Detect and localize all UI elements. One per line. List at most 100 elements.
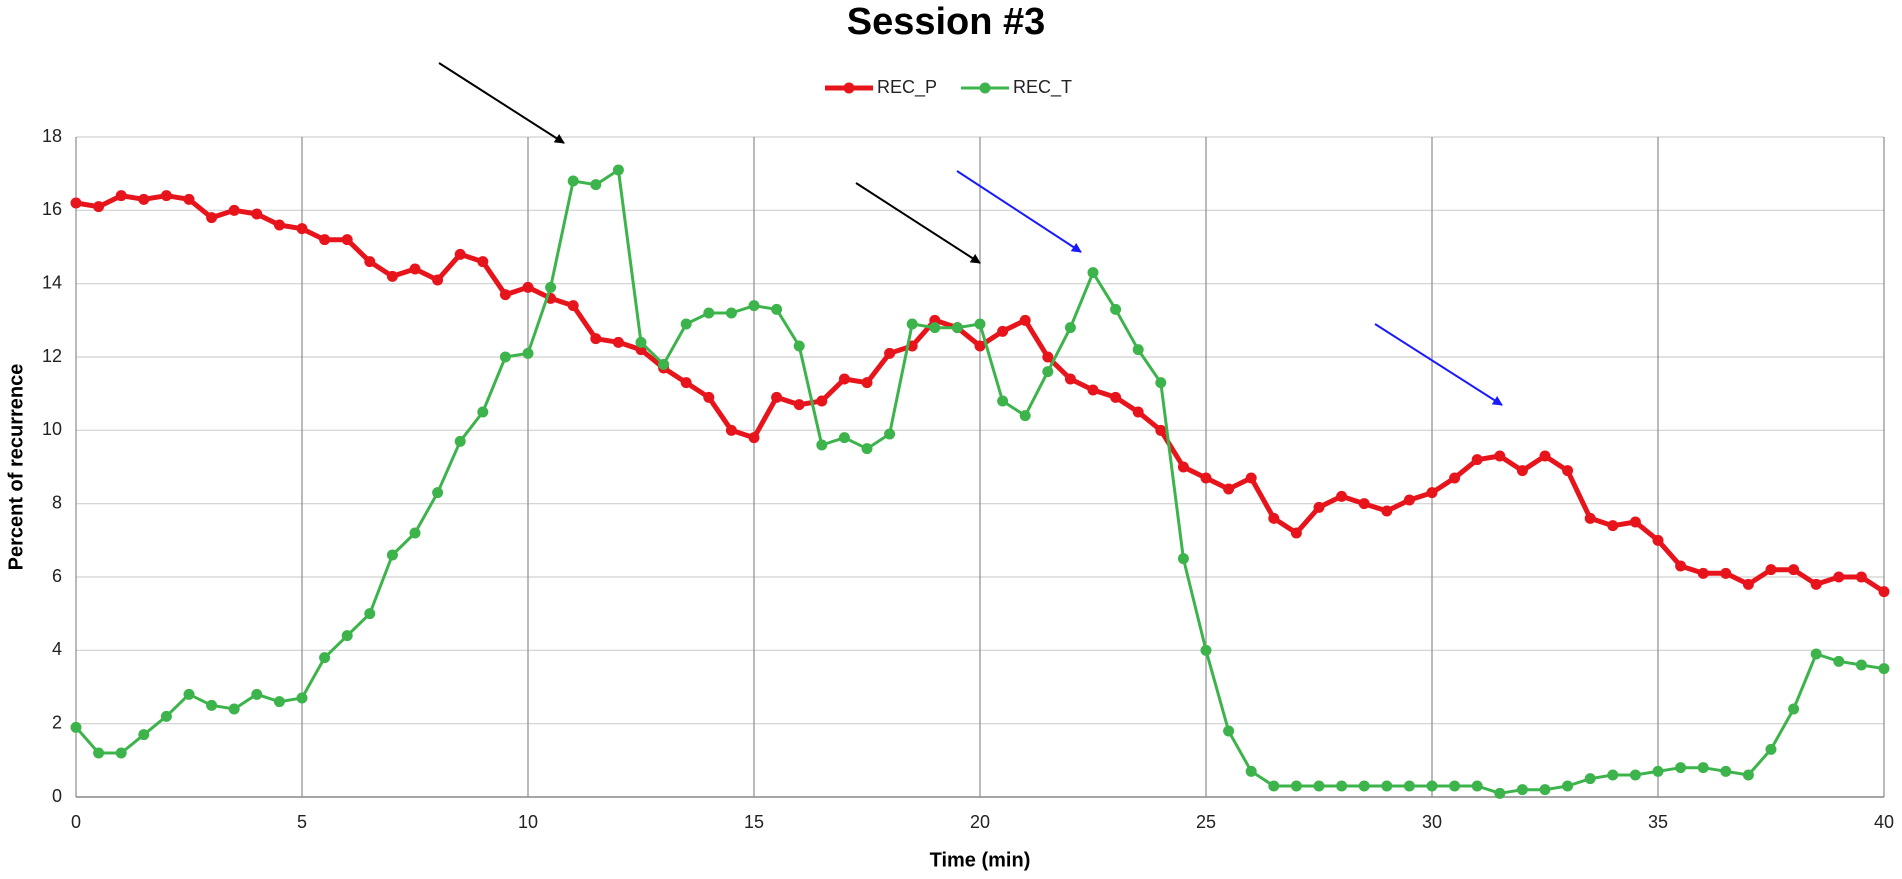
data-point [1223,483,1235,495]
data-point [1358,780,1370,792]
data-point [1629,516,1641,528]
y-tick-label: 0 [52,786,62,806]
data-point [499,289,511,301]
data-point [793,399,805,411]
y-tick-label: 16 [42,199,62,219]
y-tick-label: 6 [52,566,62,586]
chart-title: Session #3 [847,1,1046,43]
data-point [884,428,896,440]
annotation-arrow [438,62,565,144]
data-point [1629,769,1641,781]
data-point [160,190,172,202]
data-point [409,263,421,275]
data-point [1878,663,1890,675]
x-tick-label: 0 [71,812,81,832]
data-point [725,424,737,436]
data-point [1652,534,1664,546]
data-point [1539,784,1551,796]
data-point [1200,472,1212,484]
data-point [1245,472,1257,484]
data-point [1132,344,1144,356]
data-point [680,318,692,330]
data-point [1584,773,1596,785]
data-point [1290,527,1302,539]
x-tick-label: 5 [297,812,307,832]
data-point [522,281,534,293]
legend-marker [979,82,991,94]
data-point [1855,571,1867,583]
data-point [861,377,873,389]
data-point [183,688,195,700]
data-point [522,347,534,359]
data-point [1494,787,1506,799]
data-point [1788,703,1800,715]
data-point [1539,450,1551,462]
data-point [1449,472,1461,484]
data-point [997,395,1009,407]
data-point [1765,743,1777,755]
data-point [115,747,127,759]
data-point [838,373,850,385]
data-point [454,435,466,447]
data-point [1810,648,1822,660]
data-point [1833,571,1845,583]
legend-marker [843,82,855,94]
data-point [1064,373,1076,385]
annotation-arrow [956,170,1082,253]
data-point [273,696,285,708]
data-point [1516,465,1528,477]
data-point [771,303,783,315]
data-point [70,721,82,733]
data-point [319,234,331,246]
y-tick-label: 8 [52,492,62,512]
annotation-arrow [1374,323,1503,406]
grid: 0 2 4 6 8 10 12 14 16 18 0 5 10 15 20 25 30 35 40 [42,126,1894,832]
data-point [1607,769,1619,781]
data-point [567,175,579,187]
data-point [1516,784,1528,796]
data-point [1087,384,1099,396]
data-point [612,164,624,176]
data-point [296,223,308,235]
data-point [816,439,828,451]
data-point [1471,780,1483,792]
data-point [1449,780,1461,792]
data-point [590,333,602,345]
data-point [1042,366,1054,378]
data-point [1742,769,1754,781]
x-tick-label: 15 [744,812,764,832]
data-point [1426,780,1438,792]
x-tick-label: 40 [1874,812,1894,832]
data-point [1358,498,1370,510]
data-point [1675,762,1687,774]
data-point [838,432,850,444]
data-point [1607,520,1619,532]
data-point [319,652,331,664]
data-point [364,256,376,268]
x-tick-label: 20 [970,812,990,832]
data-point [1810,578,1822,590]
data-point [1765,564,1777,576]
annotation-arrow [855,182,981,264]
data-point [1381,780,1393,792]
data-point [341,234,353,246]
data-point [1155,424,1167,436]
data-point [1697,567,1709,579]
x-tick-label: 35 [1648,812,1668,832]
data-point [1132,406,1144,418]
data-point [206,212,218,224]
data-point [658,358,670,370]
data-point [748,432,760,444]
data-point [228,703,240,715]
y-tick-label: 10 [42,419,62,439]
y-tick-label: 18 [42,126,62,146]
data-point [1268,512,1280,524]
data-point [1742,578,1754,590]
legend: REC_P REC_T [825,77,1072,98]
data-point [1833,655,1845,667]
data-point [1110,303,1122,315]
data-point [93,747,105,759]
data-point [1110,391,1122,403]
data-point [929,322,941,334]
data-point [1403,494,1415,506]
